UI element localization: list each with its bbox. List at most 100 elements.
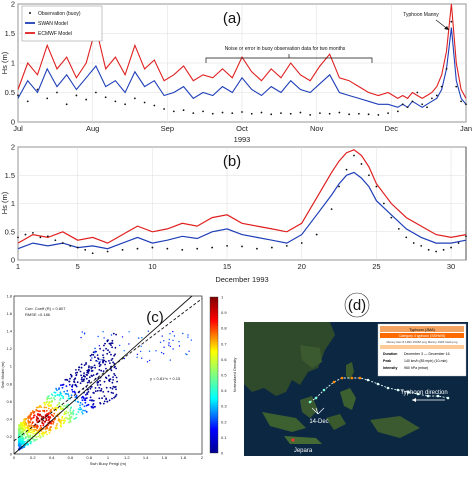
density-point: [89, 396, 92, 399]
info-box-title-bar: [380, 326, 464, 332]
density-point: [53, 397, 55, 399]
panel-b-obs-point: [345, 168, 348, 171]
density-point: [50, 393, 53, 396]
density-point: [81, 412, 84, 415]
density-point: [50, 405, 52, 407]
density-point: [114, 346, 117, 349]
density-point: [52, 422, 54, 425]
regression-line: [13, 298, 203, 442]
density-point: [109, 386, 112, 389]
density-point: [74, 377, 77, 380]
density-point: [86, 374, 89, 376]
density-point: [108, 379, 110, 382]
colorbar-tick: 0.3: [221, 404, 227, 409]
panel-c-xtick: 0.8: [86, 455, 92, 460]
panel-a-xtick: Sep: [161, 124, 174, 133]
density-point: [50, 397, 53, 400]
noise-bracket: [205, 54, 373, 63]
density-point: [187, 336, 189, 338]
density-point: [103, 344, 105, 347]
map-java: [284, 436, 322, 444]
panel-b-obs-point: [360, 163, 363, 165]
density-point: [108, 399, 111, 402]
panel-a-label: (a): [223, 10, 241, 27]
panel-a-chart: 0 0.5 1 1.5 2 Jul Aug Sep Oct Nov Dec Jan Hs (m) 1…: [0, 0, 472, 144]
density-point: [28, 424, 30, 426]
density-point: [79, 406, 82, 409]
density-point: [113, 373, 115, 375]
density-point: [109, 362, 111, 364]
density-point: [41, 433, 44, 436]
panel-b-chart: 00.511.52 1 5 10 15 20 25 30 Hs (m) December 1…: [0, 143, 467, 284]
panel-a-xtick: Jul: [13, 124, 23, 133]
typhoon-annotation-text: Typhoon Manny: [403, 12, 439, 18]
map-china-region: [300, 345, 322, 368]
panel-b-ylabel: Hs (m): [0, 191, 9, 214]
density-point: [73, 378, 76, 381]
density-point: [27, 430, 30, 432]
density-point: [61, 415, 64, 418]
panel-a-obs-point: [231, 112, 234, 115]
density-point: [37, 406, 39, 409]
density-point: [95, 359, 98, 362]
density-point: [90, 353, 93, 356]
density-point: [99, 347, 101, 350]
density-point: [29, 434, 32, 437]
colorbar-tick: 0: [221, 451, 224, 456]
density-point: [21, 422, 23, 425]
panel-a-obs-point: [440, 85, 443, 88]
density-point: [29, 442, 32, 445]
density-point: [110, 369, 113, 372]
panel-c-ytick: 0.6: [6, 399, 12, 404]
density-point: [42, 431, 44, 434]
density-point: [62, 419, 65, 422]
panel-a-obs-point: [367, 113, 370, 116]
density-point: [70, 394, 73, 397]
density-point: [35, 429, 38, 432]
density-point: [27, 420, 30, 423]
noise-annotation-text: Noise or error in buoy observation data …: [225, 46, 346, 52]
density-point: [140, 350, 142, 353]
density-point: [97, 358, 100, 360]
density-point: [98, 397, 101, 400]
density-point: [112, 385, 115, 388]
density-point: [57, 419, 60, 422]
density-point: [63, 411, 66, 414]
density-point: [59, 407, 62, 409]
track-point: [376, 382, 380, 386]
density-point: [17, 438, 20, 440]
density-point: [30, 411, 32, 414]
panel-a-xlabel: 1993: [234, 135, 251, 144]
density-point: [47, 397, 50, 399]
map-sulawesi: [326, 414, 346, 430]
density-point: [115, 367, 117, 370]
info-box-frame: [377, 323, 467, 377]
track-point: [386, 386, 390, 390]
panel-a-obs-point: [460, 100, 463, 103]
density-point: [85, 411, 88, 413]
density-point: [148, 359, 151, 362]
panel-a-obs-point: [401, 103, 404, 106]
density-point: [92, 354, 95, 356]
density-point: [31, 431, 34, 433]
colorbar: [209, 296, 219, 454]
panel-c-xtick: 0: [13, 455, 16, 460]
density-point: [81, 376, 83, 379]
density-point: [98, 386, 101, 389]
panel-b-obs-point: [285, 244, 288, 247]
density-point: [113, 354, 115, 357]
density-point: [111, 342, 114, 344]
density-point: [29, 414, 32, 416]
density-point: [50, 422, 53, 425]
density-point: [77, 411, 80, 413]
panel-a-obs-point: [426, 106, 428, 109]
density-point: [80, 366, 83, 369]
density-point: [36, 424, 38, 427]
density-point: [22, 421, 25, 423]
panel-c-xtick: 1: [107, 455, 110, 460]
density-point: [49, 401, 51, 403]
panel-a-obs-point: [338, 111, 341, 114]
density-point: [138, 337, 140, 339]
density-point: [48, 397, 51, 400]
panel-a-obs-point: [357, 112, 360, 115]
